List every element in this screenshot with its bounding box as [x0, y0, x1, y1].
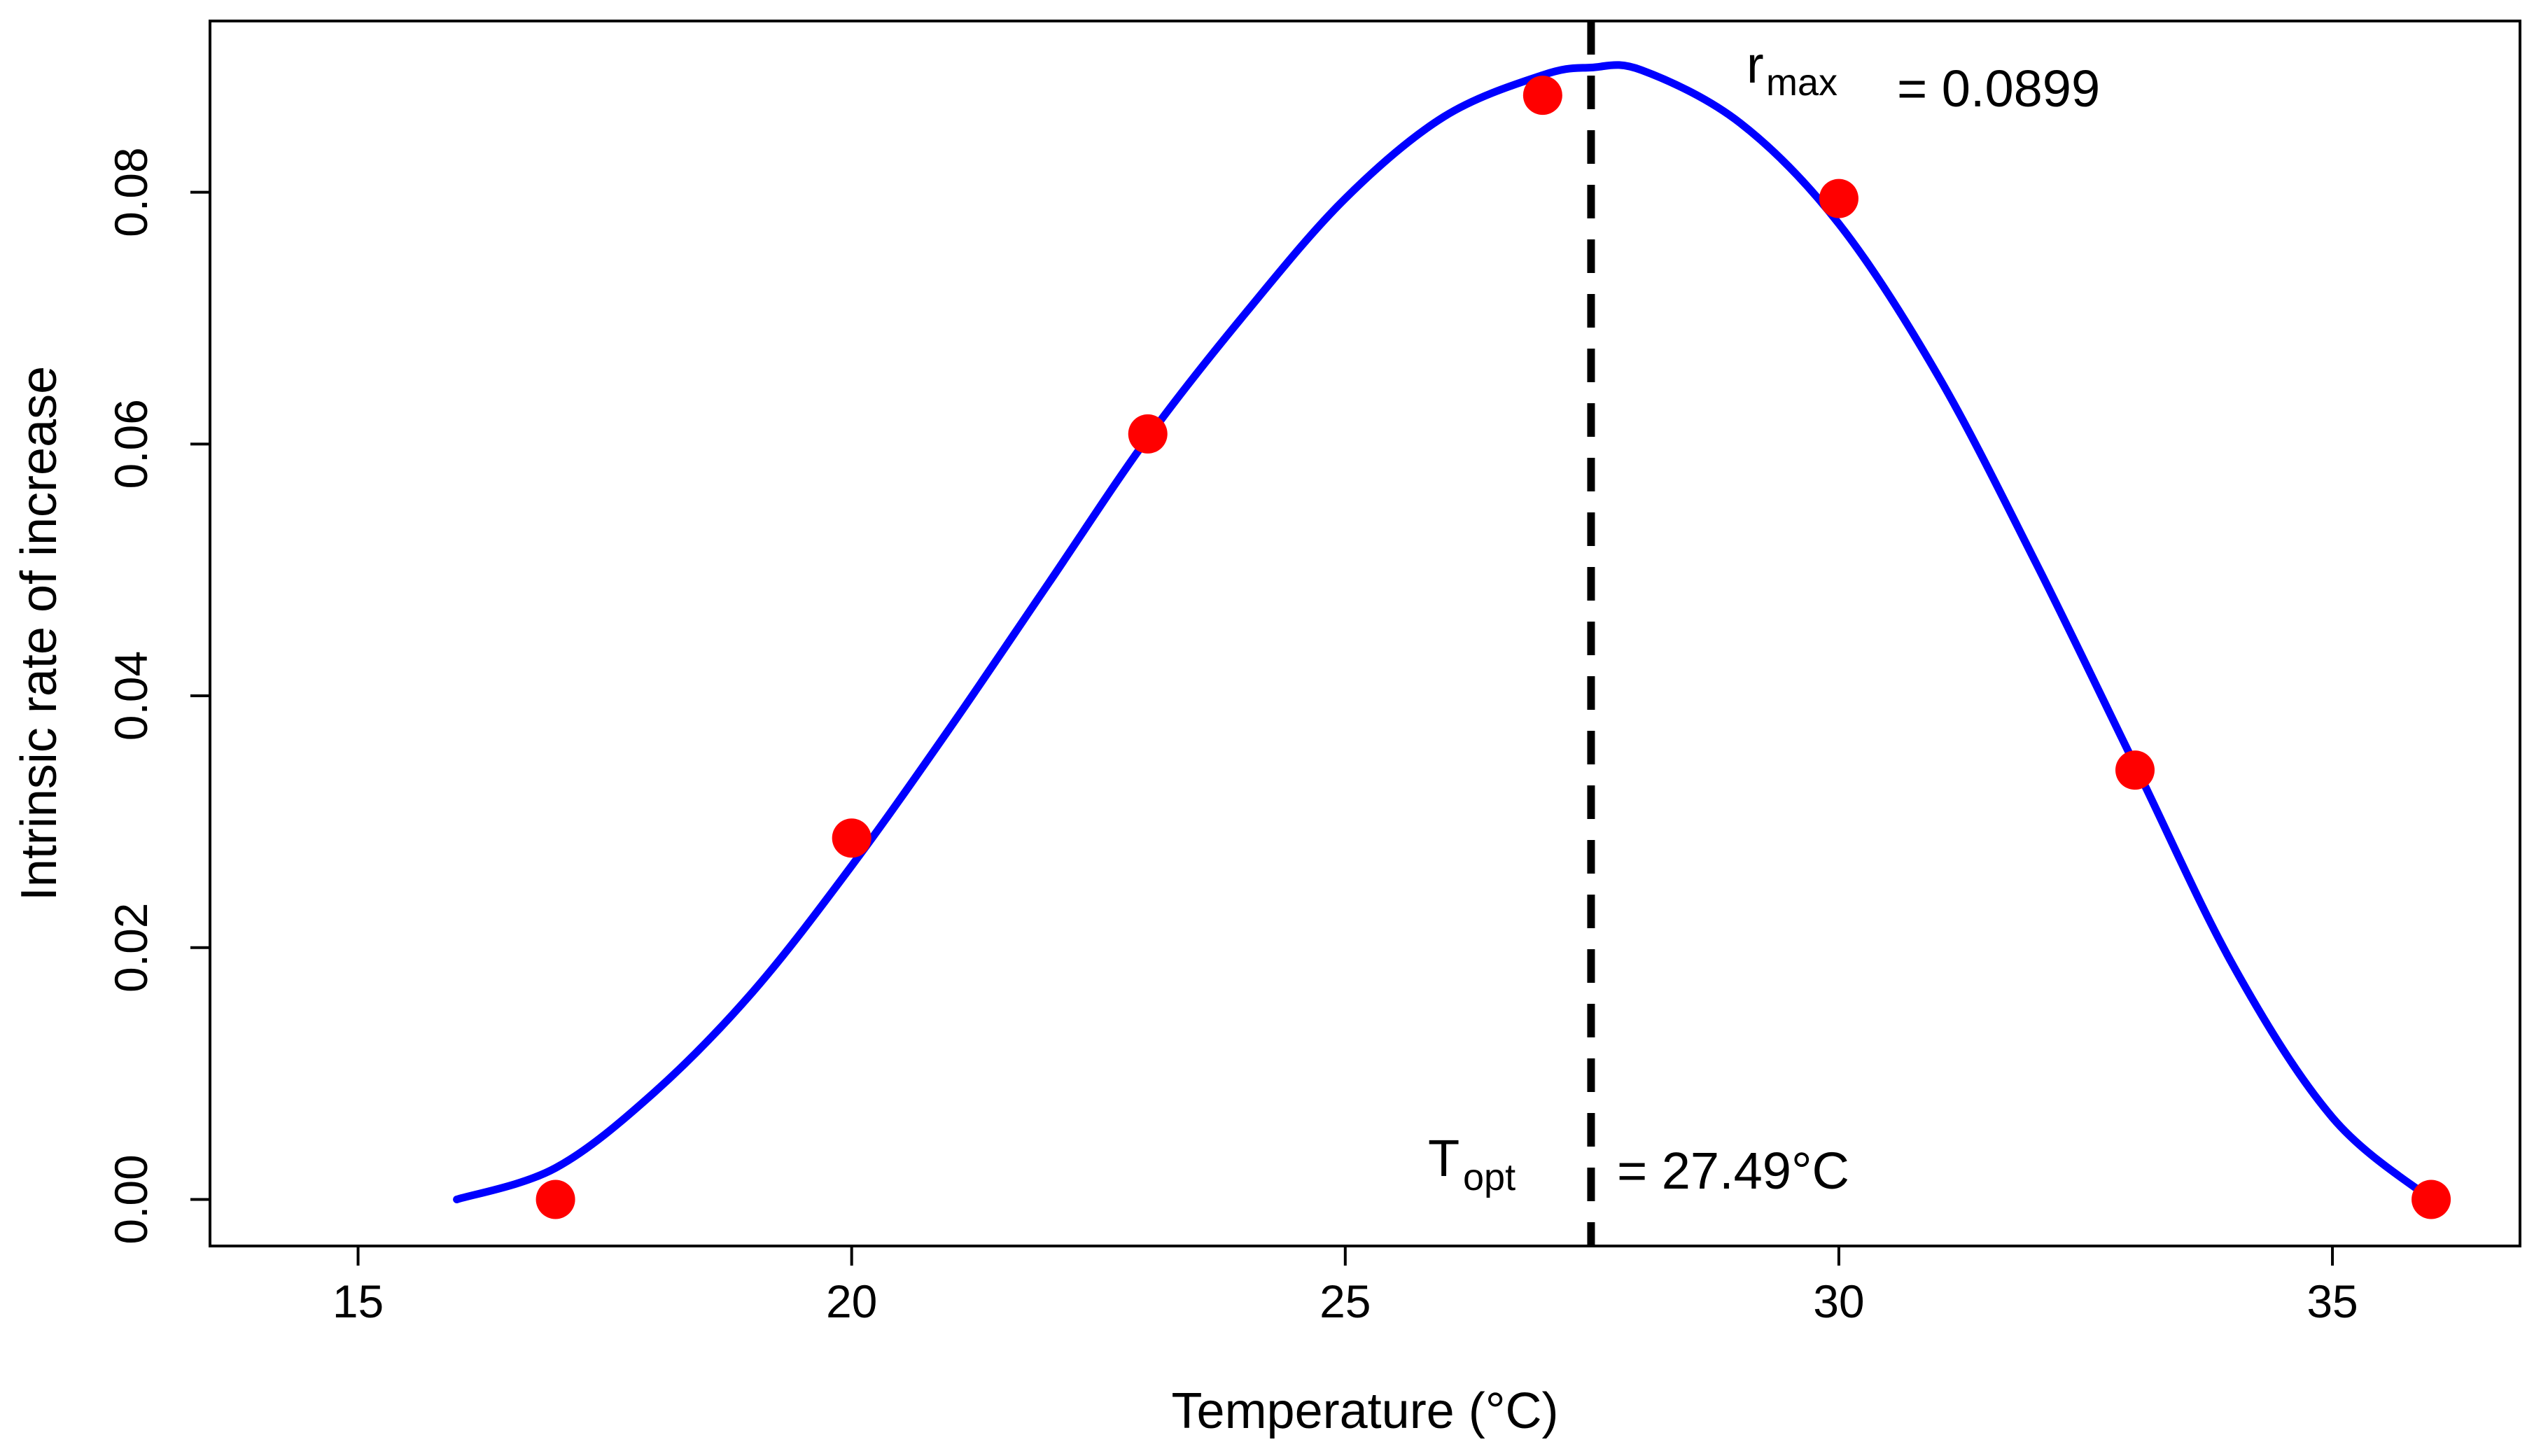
data-point [1819, 178, 1858, 218]
fitted-curve [453, 61, 2435, 1203]
x-tick-label: 35 [2306, 1275, 2358, 1327]
rmax-symbol: r [1746, 36, 1764, 94]
plot-content [453, 21, 2451, 1246]
data-point [2115, 750, 2155, 790]
y-axis: 0.00 0.02 0.04 0.06 0.08 [105, 147, 211, 1245]
data-point [1522, 76, 1562, 115]
x-axis-title: Temperature (°C) [1172, 1383, 1559, 1439]
x-tick-label: 15 [332, 1275, 384, 1327]
rmax-subscript: max [1766, 62, 1837, 104]
data-point [832, 818, 872, 858]
x-tick-label: 25 [1320, 1275, 1371, 1327]
rmax-annotation: r max = 0.0899 [1746, 36, 2100, 118]
x-axis: 15 20 25 30 35 [332, 1245, 2358, 1327]
y-tick-label: 0.08 [105, 147, 157, 237]
rmax-value: = 0.0899 [1897, 59, 2100, 118]
data-point [536, 1180, 575, 1219]
y-tick-label: 0.04 [105, 651, 157, 741]
topt-value: = 27.49°C [1617, 1142, 1849, 1200]
y-axis-title: Intrinsic rate of increase [11, 366, 67, 901]
x-tick-label: 20 [826, 1275, 877, 1327]
topt-annotation: T opt = 27.49°C [1428, 1129, 1849, 1200]
y-tick-label: 0.00 [105, 1154, 157, 1244]
data-point [2412, 1180, 2451, 1219]
y-tick-label: 0.02 [105, 903, 157, 993]
topt-subscript: opt [1463, 1156, 1516, 1198]
y-tick-label: 0.06 [105, 399, 157, 489]
x-tick-label: 30 [1813, 1275, 1864, 1327]
topt-symbol: T [1428, 1129, 1460, 1187]
data-point [1128, 414, 1168, 454]
